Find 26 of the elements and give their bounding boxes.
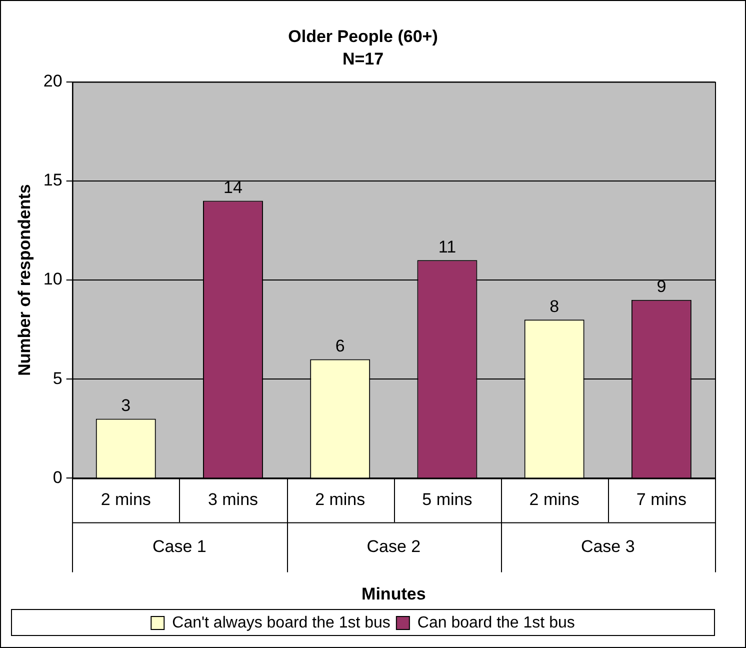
data-label: 6	[335, 336, 345, 356]
x-tick-label: 2 mins	[529, 490, 580, 510]
x-tick-label: 3 mins	[208, 490, 258, 510]
data-label: 3	[121, 396, 131, 415]
text: Case 2	[366, 536, 421, 556]
legend-label: Can't always board the 1st bus	[172, 614, 390, 632]
legend-label: Can board the 1st bus	[417, 614, 575, 632]
y-tick-label: 10	[43, 270, 62, 289]
x-tick-label: 2 mins	[315, 490, 366, 510]
y-tick-label: 15	[43, 170, 62, 190]
data-label: 8	[550, 296, 560, 316]
data-label: 11	[438, 237, 456, 256]
x-axis-title: Minutes	[362, 584, 426, 604]
y-tick-label: 0	[52, 468, 62, 487]
data-label: 14	[224, 178, 242, 197]
x-tick-label: 2 mins	[100, 490, 151, 510]
y-axis-title: Number of respondents	[14, 184, 34, 376]
text: Case 1	[152, 536, 206, 556]
x-tick-label: 7 mins	[636, 490, 686, 510]
data-label: 9	[656, 277, 666, 296]
chart-title: Older People (60+)	[288, 26, 438, 46]
chart-subtitle: N=17	[342, 49, 384, 68]
text: Case 3	[580, 536, 635, 556]
y-tick-label: 5	[52, 368, 62, 388]
x-tick-label: 5 mins	[422, 490, 472, 510]
y-tick-label: 20	[43, 71, 62, 90]
